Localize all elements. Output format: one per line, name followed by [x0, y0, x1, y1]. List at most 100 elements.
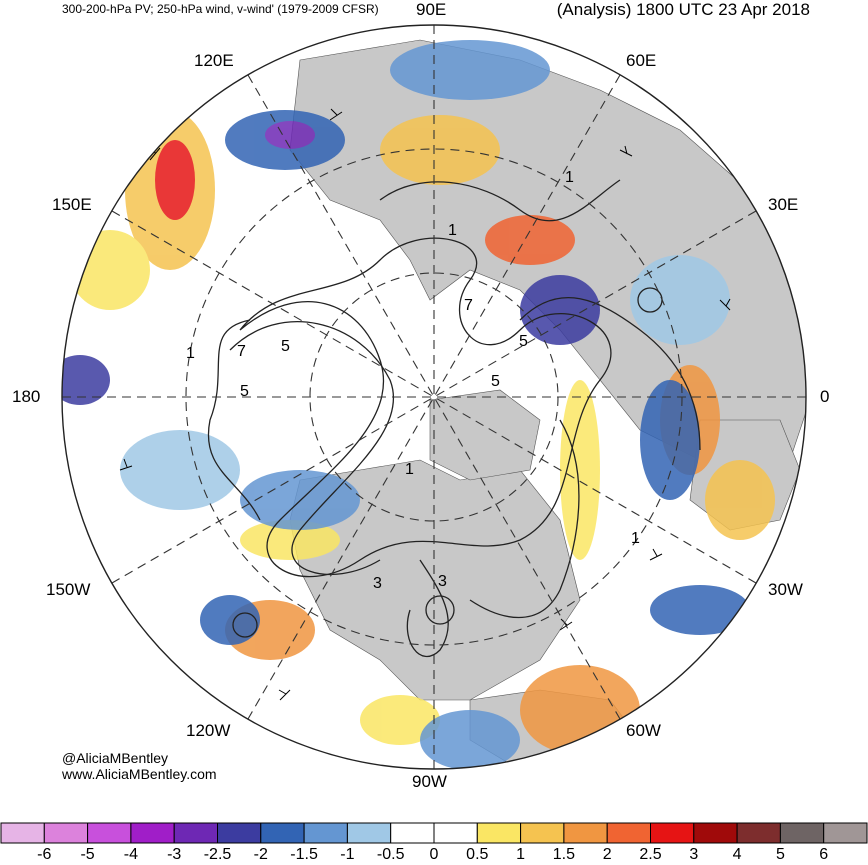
meridian-120-60 [247, 74, 621, 720]
contour-label: 5 [240, 383, 249, 400]
credit-website: www.AliciaMBentley.com [62, 766, 217, 782]
anomaly-positive [380, 115, 500, 185]
wind-barb [649, 548, 663, 561]
colorbar-swatch [390, 822, 435, 844]
meridian-150-30 [111, 210, 757, 584]
anomaly-negative [420, 710, 520, 769]
graticule [62, 25, 806, 769]
lon-label-60w: 60W [626, 721, 661, 740]
colorbar-swatch [693, 822, 738, 844]
colorbar-tick-label: -4 [123, 846, 139, 863]
colorbar-tick-label: 1.5 [552, 846, 576, 863]
contour-label: 7 [464, 297, 473, 314]
colorbar-tick-label: -1.5 [290, 846, 318, 863]
colorbar-swatch [606, 822, 652, 844]
pv-contour [239, 237, 612, 578]
lon-label-90e: 90E [416, 0, 447, 19]
anomaly-negative [390, 40, 550, 100]
wind-barb [619, 145, 633, 157]
colorbar-tick-label: 0 [429, 846, 439, 863]
anomaly-positive [485, 215, 575, 265]
colorbar-tick-label: -2.5 [203, 846, 232, 863]
map-boundary [61, 24, 807, 770]
anomaly-positive [240, 520, 340, 560]
colorbar-swatch [650, 822, 695, 844]
colorbar-tick-label: -6 [37, 846, 52, 863]
colorbar-tick-label: 1 [516, 846, 526, 863]
lon-label-60e: 60E [626, 51, 657, 70]
colorbar-tick-label: -5 [80, 846, 95, 863]
colorbar-tick-label: -0.5 [376, 846, 405, 863]
colorbar-tick-label: 2.5 [639, 846, 662, 863]
lon-label-90w: 90W [412, 772, 447, 791]
contour-label: 1 [448, 222, 457, 239]
greenland-land [429, 389, 541, 481]
colorbar-tick-label: 3 [689, 846, 699, 863]
colorbar-swatch [217, 822, 262, 844]
anomaly-negative [640, 380, 700, 500]
wind-barb-layer [119, 108, 731, 701]
contour-label: 3 [438, 573, 447, 590]
lon-label-120e: 120E [194, 51, 234, 70]
lon-label-150w: 150W [46, 580, 91, 599]
contour-label: 1 [405, 461, 414, 478]
colorbar-tick-label: -2 [253, 846, 268, 863]
lon-label-120w: 120W [186, 721, 231, 740]
anomaly-positive [520, 665, 640, 755]
chart-subtitle: 300-200-hPa PV; 250-hPa wind, v-wind' (1… [62, 2, 379, 16]
contour-label: 5 [519, 333, 528, 350]
pv-contour-layer [207, 179, 701, 658]
wind-barb [278, 689, 291, 701]
wind-barb [719, 298, 731, 311]
meridian-30-150 [111, 210, 757, 584]
contour-label: 1 [565, 169, 574, 186]
colorbar-tick-label: 2 [602, 846, 612, 863]
contour-label: 5 [281, 338, 290, 355]
lon-label-30e: 30E [768, 195, 799, 214]
contour-label: 3 [373, 575, 382, 592]
pv-contour [232, 612, 258, 638]
lon-label-180: 180 [12, 387, 41, 406]
colorbar-swatch [0, 822, 45, 844]
lon-label-150e: 150E [52, 195, 92, 214]
contour-label: 7 [237, 343, 246, 360]
colorbar-swatch [563, 822, 608, 844]
anomaly-negative [265, 121, 315, 149]
meridian-60-120 [247, 74, 621, 720]
anomaly-negative [200, 595, 260, 645]
colorbar-swatch [823, 822, 868, 844]
anomaly-negative [650, 585, 750, 635]
pv-contour [425, 595, 455, 625]
polar-stereographic-map: 1 5 7 5 1 5 3 5 7 1 3 1 1 [61, 24, 807, 770]
lon-label-0: 0 [820, 387, 830, 406]
colorbar-swatch [779, 822, 825, 844]
chart-title: (Analysis) 1800 UTC 23 Apr 2018 [556, 0, 810, 19]
anomaly-negative [520, 275, 600, 345]
colorbar-swatch [87, 822, 132, 844]
pv-contour [229, 321, 395, 576]
colorbar-tick-label: 6 [819, 846, 829, 863]
colorbar-swatch [43, 822, 89, 844]
wind-barb [329, 108, 343, 121]
colorbar-swatch [346, 822, 392, 844]
pv-contour [406, 559, 449, 658]
contour-label: 1 [631, 530, 640, 547]
anomaly-positive [560, 380, 600, 560]
anomaly-positive [70, 230, 150, 310]
colorbar-tick-label: -1 [340, 846, 355, 863]
pv-contour [207, 319, 261, 521]
wind-barb [119, 458, 133, 471]
colorbar-tick-label: 4 [732, 846, 742, 863]
anomaly-negative [62, 355, 110, 405]
colorbar-swatch [303, 822, 348, 844]
colorbar-swatch [260, 822, 305, 844]
colorbar-tick-label: 5 [775, 846, 785, 863]
contour-labels: 1 5 7 5 1 5 3 5 7 1 3 1 1 [186, 169, 640, 592]
anomaly-negative [630, 255, 730, 345]
lon-label-30w: 30W [768, 580, 803, 599]
colorbar-swatch [736, 822, 781, 844]
credit-handle: @AliciaMBentley [62, 750, 169, 766]
pv-contour [379, 179, 621, 222]
colorbar-tick-label: -3 [167, 846, 182, 863]
pv-contour [469, 419, 580, 619]
